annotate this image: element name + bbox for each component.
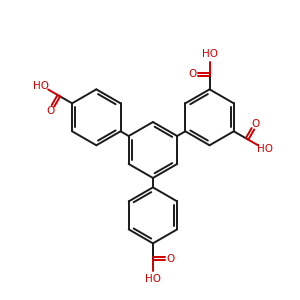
Text: O: O xyxy=(252,119,260,129)
Text: O: O xyxy=(46,106,54,116)
Text: HO: HO xyxy=(145,274,161,284)
Text: HO: HO xyxy=(33,80,49,91)
Text: O: O xyxy=(166,254,174,264)
Text: O: O xyxy=(188,69,196,79)
Text: HO: HO xyxy=(202,49,218,59)
Text: HO: HO xyxy=(256,144,273,154)
